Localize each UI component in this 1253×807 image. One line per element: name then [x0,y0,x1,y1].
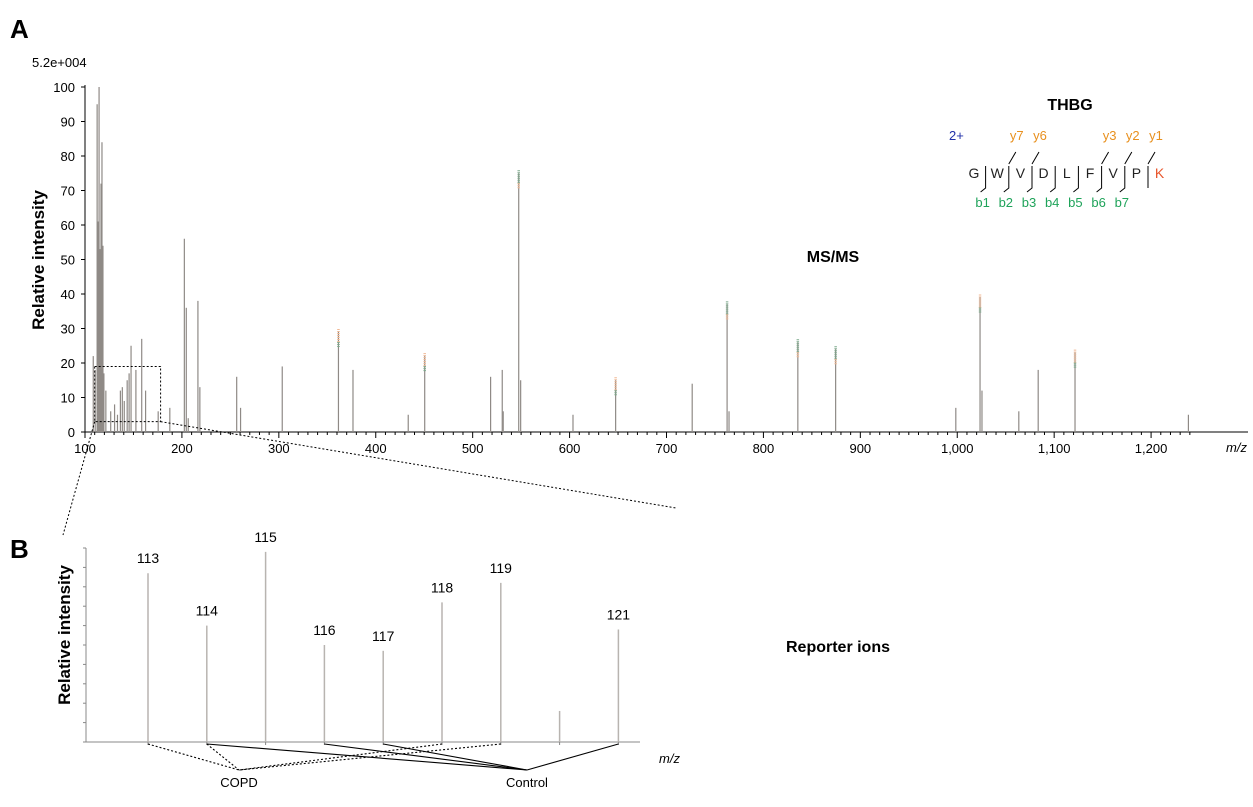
charge-state: 2+ [949,128,964,143]
residue: L [1063,165,1071,181]
residue: V [1109,165,1119,181]
reporter-ion-label: 114 [196,603,219,619]
y-tick-label: 50 [61,253,75,268]
y-ion-label: y7 [1010,128,1024,143]
group-connector [206,743,528,771]
cleavage-mark [980,166,987,193]
y-tick-label: 60 [61,218,75,233]
x-tick-label: 200 [171,441,193,456]
residue: K [1155,165,1165,181]
residue: F [1086,165,1095,181]
y-tick-label: 30 [61,322,75,337]
zoom-line-right [160,421,677,509]
b-ion-label: b2 [999,195,1013,210]
x-tick-label: 1,100 [1038,441,1071,456]
b-ion-label: b7 [1115,195,1129,210]
cleavage-mark [1026,151,1040,193]
panel-a-heading: MS/MS [807,249,860,266]
y-ion-label: y3 [1103,128,1117,143]
group-label: COPD [220,775,258,790]
group-connector [383,743,528,771]
panel-a-y-axis-title: Relative intensity [29,190,48,330]
cleavage-mark [1003,151,1017,193]
reporter-ion-label: 118 [431,579,454,595]
reporter-ion-label: 121 [607,606,631,622]
group-connector [206,743,240,771]
b-ion-label: b4 [1045,195,1059,210]
panel-a-x-axis-title: m/z [1226,440,1247,455]
y-ion-label: y2 [1126,128,1140,143]
b-ion-label: b3 [1022,195,1036,210]
panel-b-heading: Reporter ions [786,639,890,656]
cleavage-mark [1049,166,1056,193]
b-ion-label: b1 [975,195,989,210]
y-ion-label: y1 [1149,128,1163,143]
residue: V [1016,165,1026,181]
protein-name: THBG [1047,97,1092,114]
residue: D [1039,165,1049,181]
b-ion-label: b5 [1068,195,1082,210]
b-ion-label: b6 [1091,195,1105,210]
panel-a-peaks [92,87,1190,432]
x-tick-label: 300 [268,441,290,456]
y-tick-label: 10 [61,391,75,406]
y-tick-label: 90 [61,115,75,130]
y-tick-label: 40 [61,287,75,302]
panel-a-x-axis: 100 200 300 400 500 600 700 800 900 1,000 1,100 1,2… [74,431,1248,456]
cleavage-mark [1119,151,1133,193]
reporter-ion-label: 113 [137,550,160,566]
panel-b-y-axis-title: Relative intensity [55,565,74,705]
y-tick-label: 0 [68,425,75,440]
panel-a-scale-label: 5.2e+004 [32,55,87,70]
residue: G [969,165,980,181]
reporter-ion-label: 119 [490,560,513,576]
group-connector [238,743,443,771]
panel-b-x-axis-title: m/z [659,751,680,766]
y-tick-label: 20 [61,356,75,371]
group-connector [324,743,528,771]
reporter-ion-label: 116 [313,622,336,638]
panel-b-peaks: 113 114 115 116 117 118 119 121 [137,529,630,745]
panel-b-groups: COPD Control [147,743,619,790]
group-connector [526,743,619,771]
panel-a-y-axis: 0 10 20 30 40 50 60 70 80 90 100 [53,80,86,440]
x-tick-label: 900 [849,441,871,456]
group-connector [147,743,240,771]
residue: P [1132,165,1141,181]
x-tick-label: 500 [462,441,484,456]
cleavage-mark [1073,166,1079,193]
cleavage-mark [1096,151,1110,193]
x-tick-label: 600 [559,441,581,456]
group-label: Control [506,775,548,790]
reporter-ion-label: 117 [372,628,395,644]
reporter-ion-label: 115 [254,529,277,545]
panel-b-letter: B [10,534,29,564]
y-ion-label: y6 [1033,128,1047,143]
x-tick-label: 700 [656,441,678,456]
x-tick-label: 400 [365,441,387,456]
residue: W [991,165,1005,181]
x-tick-label: 800 [753,441,775,456]
panel-a-letter: A [10,14,29,44]
panel-b-axes [83,547,640,743]
x-tick-label: 1,200 [1135,441,1168,456]
zoom-box [94,365,162,423]
y-tick-label: 100 [53,80,75,95]
x-tick-label: 1,000 [941,441,974,456]
x-tick-label: 100 [74,441,96,456]
y-tick-label: 80 [61,149,75,164]
y-tick-label: 70 [61,184,75,199]
cleavage-mark [1147,151,1156,188]
